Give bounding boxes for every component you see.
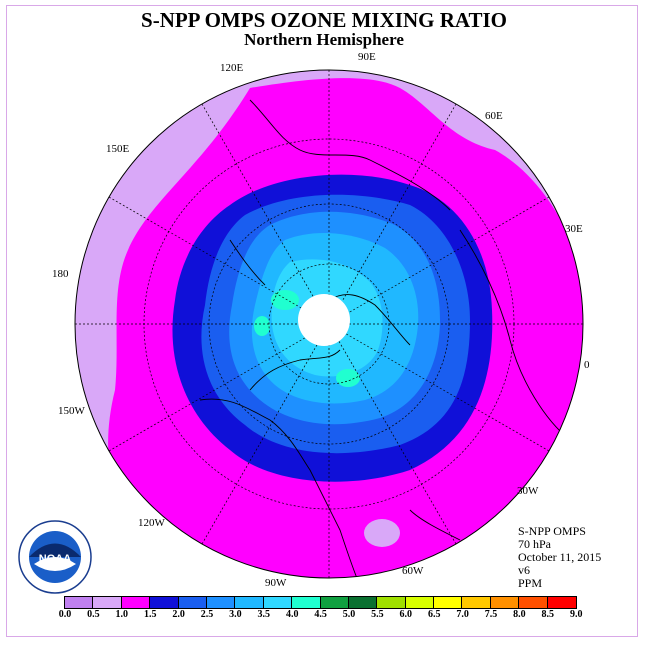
colorbar-swatch — [434, 597, 463, 608]
colorbar-swatch — [547, 597, 577, 608]
ozone-band-4.0-patch — [336, 369, 360, 387]
colorbar-tick-label: 3.0 — [229, 609, 242, 620]
colorbar-tick-label: 6.5 — [427, 609, 441, 620]
lon-label-90e: 90E — [358, 51, 376, 63]
parallels — [143, 138, 515, 510]
colorbar-swatch — [235, 597, 264, 608]
colorbar-swatch — [405, 597, 435, 608]
colorbar-swatch — [519, 597, 548, 608]
lon-label-0: 0 — [584, 359, 590, 371]
colorbar-swatch — [178, 597, 207, 608]
colorbar-tick-label: 6.0 — [399, 609, 413, 620]
colorbar-tick-label: 8.5 — [541, 609, 555, 620]
info-version: v6 — [518, 563, 530, 577]
lon-label-120e: 120E — [220, 62, 244, 74]
colorbar-swatch — [263, 597, 293, 608]
colorbar-swatch — [206, 597, 236, 608]
colorbar-tick-label: 1.0 — [115, 609, 129, 620]
ozone-band-4.0-patch — [271, 290, 299, 310]
colorbar-tick-label: 3.5 — [257, 609, 271, 620]
lon-label-120w: 120W — [138, 517, 165, 529]
info-instrument: S-NPP OMPS — [518, 524, 586, 538]
colorbar-swatch — [292, 597, 321, 608]
colorbar-swatch — [121, 597, 151, 608]
colorbar-swatch — [490, 597, 520, 608]
colorbar-swatch — [320, 597, 349, 608]
colorbar-swatch — [150, 597, 179, 608]
colorbar-swatch — [377, 597, 406, 608]
noaa-logo: NOAA — [18, 520, 92, 594]
page-title: S-NPP OMPS OZONE MIXING RATIO — [141, 8, 507, 32]
ozone-band-4.0-patch — [254, 316, 270, 336]
polar-night-cap — [298, 294, 350, 346]
info-units: PPM — [518, 576, 543, 590]
colorbar — [64, 596, 578, 609]
colorbar-swatch — [65, 597, 94, 608]
colorbar-swatch — [93, 597, 122, 608]
page-frame — [6, 5, 638, 637]
colorbar-tick-label: 2.5 — [200, 609, 214, 620]
lon-label-90w: 90W — [265, 577, 287, 589]
colorbar-tick-label: 2.0 — [172, 609, 185, 620]
colorbar-tick-label: 1.5 — [143, 609, 157, 620]
map-boundary — [74, 69, 584, 579]
colorbar-tick-label: 7.5 — [484, 609, 498, 620]
colorbar-tick-label: 5.0 — [342, 609, 356, 620]
lon-label-30e: 30E — [565, 223, 583, 235]
colorbar-tick-label: 4.0 — [285, 609, 299, 620]
colorbar-tick-label: 5.5 — [371, 609, 384, 620]
colorbar-swatch — [348, 597, 378, 608]
lon-label-150e: 150E — [106, 143, 130, 155]
colorbar-tick-label: 7.0 — [456, 609, 469, 620]
colorbar-tick-label: 9.0 — [569, 609, 583, 620]
colorbar-tick-label: 8.0 — [513, 609, 526, 620]
page-subtitle: Northern Hemisphere — [244, 30, 404, 49]
colorbar-swatch — [462, 597, 491, 608]
coastlines — [199, 99, 571, 578]
lon-label-60w: 60W — [402, 565, 424, 577]
colorbar-ticks: 0.0 0.5 1.0 1.5 2.0 2.5 3.0 3.5 4.0 4.5 5.0 5.5 6.0 6… — [0, 609, 648, 623]
svg-text:NOAA: NOAA — [39, 553, 71, 565]
lon-label-30w: 30W — [517, 485, 539, 497]
lon-label-150w: 150W — [58, 405, 85, 417]
info-date: October 11, 2015 — [518, 550, 602, 564]
colorbar-tick-label: 0.5 — [87, 609, 100, 620]
lon-label-60e: 60E — [485, 110, 503, 122]
colorbar-tick-label: 4.5 — [314, 609, 327, 620]
lon-label-180: 180 — [52, 268, 69, 280]
info-level: 70 hPa — [518, 537, 551, 551]
ozone-band-0.5-patch — [364, 519, 400, 547]
map-info: S-NPP OMPS 70 hPa October 11, 2015 v6 PP… — [518, 525, 601, 590]
colorbar-tick-label: 0.0 — [58, 609, 72, 620]
